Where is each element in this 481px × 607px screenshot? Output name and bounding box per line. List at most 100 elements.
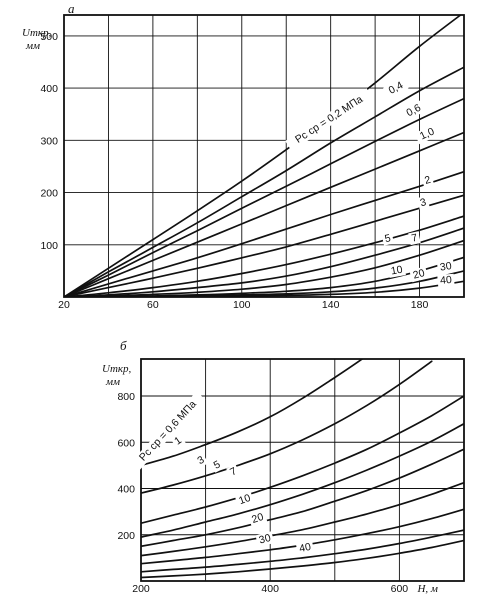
y-tick-label: 800 (117, 391, 135, 403)
series-label-background (170, 433, 186, 449)
series-label-background (255, 531, 275, 548)
series-line (64, 170, 464, 297)
series-label-text: 7 (410, 232, 418, 245)
series-label: 1,0 (414, 123, 440, 145)
series-line (141, 360, 433, 494)
series-line (141, 508, 464, 565)
series-line (64, 97, 464, 297)
series-label: 30 (255, 531, 275, 548)
series-label-background (416, 195, 430, 210)
series-label-background (387, 263, 406, 278)
series-label-text: Pc ср = 0,2 МПа (293, 93, 365, 146)
series-label: 5 (209, 457, 225, 473)
series-label: 10 (234, 491, 255, 509)
series-label-background (209, 457, 225, 473)
series-label-text: 40 (298, 541, 312, 555)
y-tick-label: 200 (40, 188, 58, 200)
series-label: 7 (408, 231, 421, 246)
series-label-text: 5 (384, 232, 392, 245)
x-tick-label: 140 (322, 299, 340, 311)
series-label-background (408, 231, 421, 246)
series-label: 20 (248, 510, 268, 527)
series-line (64, 227, 464, 297)
series-label-background (234, 491, 255, 509)
series-line (141, 359, 364, 467)
x-tick-label: 400 (261, 583, 279, 595)
series-line (64, 131, 464, 297)
y-tick-label: 100 (40, 240, 58, 252)
series-label-background (421, 173, 435, 188)
series-label-background (409, 266, 429, 283)
series-label-background (193, 452, 209, 469)
series-label-text: 1 (172, 434, 184, 447)
series-line (141, 529, 464, 573)
series-label-text: Pc ср = 0,6 МПа (137, 398, 199, 463)
x-tick-label: 600 (391, 583, 409, 595)
series-label-background (383, 77, 409, 99)
series-label-background (295, 540, 315, 556)
chart-panel-a: 20 60 100 140 180 100 200 300 400 500 Pc ср = 0,2 … (22, 1, 465, 311)
curves-group (64, 15, 464, 297)
y-tick-label: 400 (40, 83, 58, 95)
plot-frame (140, 358, 465, 582)
x-tick-label: 20 (58, 299, 70, 311)
series-label-text: 40 (440, 274, 453, 287)
series-label-background (381, 231, 395, 246)
series-label-text: 3 (195, 454, 206, 467)
series-line (64, 66, 464, 297)
series-label-background (436, 259, 455, 274)
panel-letter: б (120, 338, 127, 353)
series-label: 2 (421, 173, 435, 188)
series-label-text: 3 (419, 196, 428, 209)
series-label-text: 1,0 (418, 125, 436, 142)
series-label: 40 (437, 273, 455, 288)
series-line (141, 395, 464, 525)
series-line (141, 539, 464, 579)
series-line (64, 15, 462, 297)
y-tick-label: 600 (117, 437, 135, 449)
x-tick-label: 100 (233, 299, 251, 311)
series-line (141, 481, 464, 557)
series-label: 3 (193, 452, 209, 469)
x-axis-label: H, м (416, 583, 437, 595)
series-label: 3 (416, 195, 430, 210)
y-axis-unit: мм (25, 40, 40, 52)
series-line (64, 280, 464, 297)
y-axis-unit: мм (105, 376, 120, 388)
series-line (64, 239, 464, 297)
series-label: 5 (381, 231, 395, 246)
y-tick-label: 300 (40, 135, 58, 147)
series-label-text: 20 (412, 267, 427, 282)
series-label-text: 10 (237, 492, 252, 507)
series-label: Pc ср = 0,2 МПа (285, 88, 374, 152)
series-label: 30 (436, 259, 455, 274)
series-label-background (414, 123, 440, 145)
series-line (64, 215, 464, 297)
series-label: 40 (295, 540, 315, 556)
y-tick-label: 500 (40, 31, 58, 43)
series-label-background (248, 510, 268, 527)
series-label-text: 10 (390, 264, 404, 278)
series-label-background (285, 88, 374, 152)
y-tick-label: 200 (117, 530, 135, 542)
series-label-text: 30 (439, 260, 452, 274)
series-line (141, 422, 464, 538)
plot-frame (63, 14, 465, 298)
series-label-text: 20 (250, 511, 265, 526)
series-label: 7 (226, 464, 241, 480)
x-tick-label: 60 (147, 299, 159, 311)
series-line (64, 194, 464, 297)
y-axis-label: Uткр, (22, 27, 52, 39)
panel-letter: a (68, 1, 75, 16)
curves-group (141, 359, 464, 579)
x-tick-label: 200 (132, 583, 150, 595)
series-label-text: 2 (423, 174, 432, 187)
x-tick-label: 180 (411, 299, 429, 311)
y-tick-label: 400 (117, 484, 135, 496)
series-label-text: 30 (258, 532, 273, 547)
y-axis-label: Uткр, (102, 363, 132, 375)
series-label: 10 (387, 263, 406, 278)
series-label-background (400, 99, 427, 122)
